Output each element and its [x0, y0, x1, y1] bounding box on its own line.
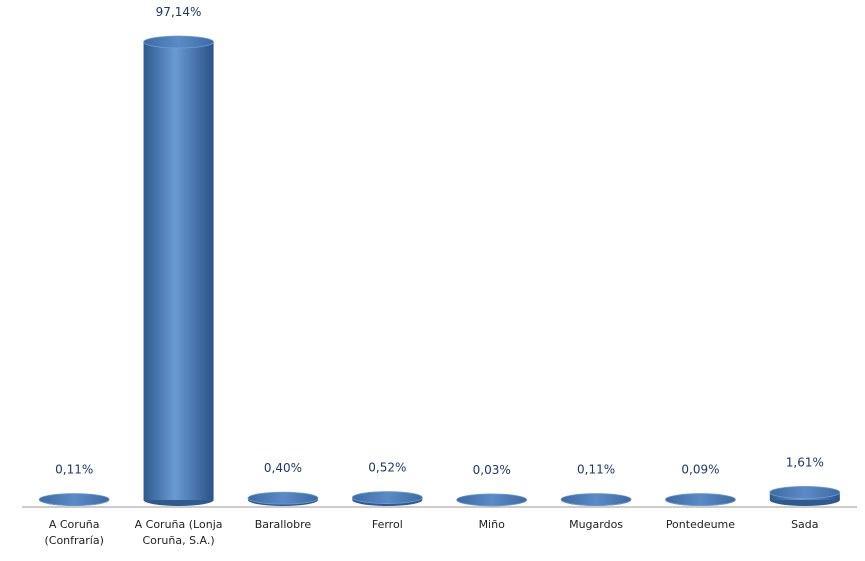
- value-label: 1,61%: [786, 455, 824, 469]
- bar-body: [143, 42, 214, 500]
- bar-top: [143, 35, 214, 49]
- bar: [247, 491, 319, 506]
- x-tick-label: Mugardos: [569, 518, 624, 531]
- x-tick-label: A Coruña (Confraría): [44, 518, 104, 547]
- bar-top: [38, 493, 110, 506]
- value-label: 0,11%: [55, 462, 93, 476]
- value-label: 0,40%: [264, 461, 302, 475]
- x-tick-label: Ferrol: [371, 518, 403, 531]
- x-tick-label: Sada: [791, 518, 819, 531]
- x-tick-label: Pontedeume: [665, 518, 736, 531]
- x-tick-label: Miño: [478, 518, 505, 531]
- bar-top: [769, 486, 841, 499]
- bar: [38, 493, 110, 506]
- value-label: 97,14%: [156, 5, 202, 19]
- bar-top: [560, 493, 632, 506]
- value-label: 0,11%: [577, 462, 615, 476]
- value-label: 0,09%: [681, 463, 719, 477]
- bar-top: [247, 491, 319, 505]
- bar: [560, 493, 632, 506]
- bar-top: [351, 491, 423, 504]
- bar: [456, 493, 528, 507]
- bar: [143, 35, 214, 506]
- bar: [351, 491, 423, 506]
- value-label: 0,03%: [473, 463, 511, 477]
- bar: [665, 493, 736, 506]
- x-tick-label: Barallobre: [254, 518, 312, 531]
- bar: [769, 486, 841, 506]
- value-label: 0,52%: [368, 461, 406, 475]
- bar-top: [665, 493, 736, 506]
- x-tick-label: A Coruña (Lonja Coruña, S.A.): [134, 518, 223, 547]
- bar-top: [456, 493, 528, 507]
